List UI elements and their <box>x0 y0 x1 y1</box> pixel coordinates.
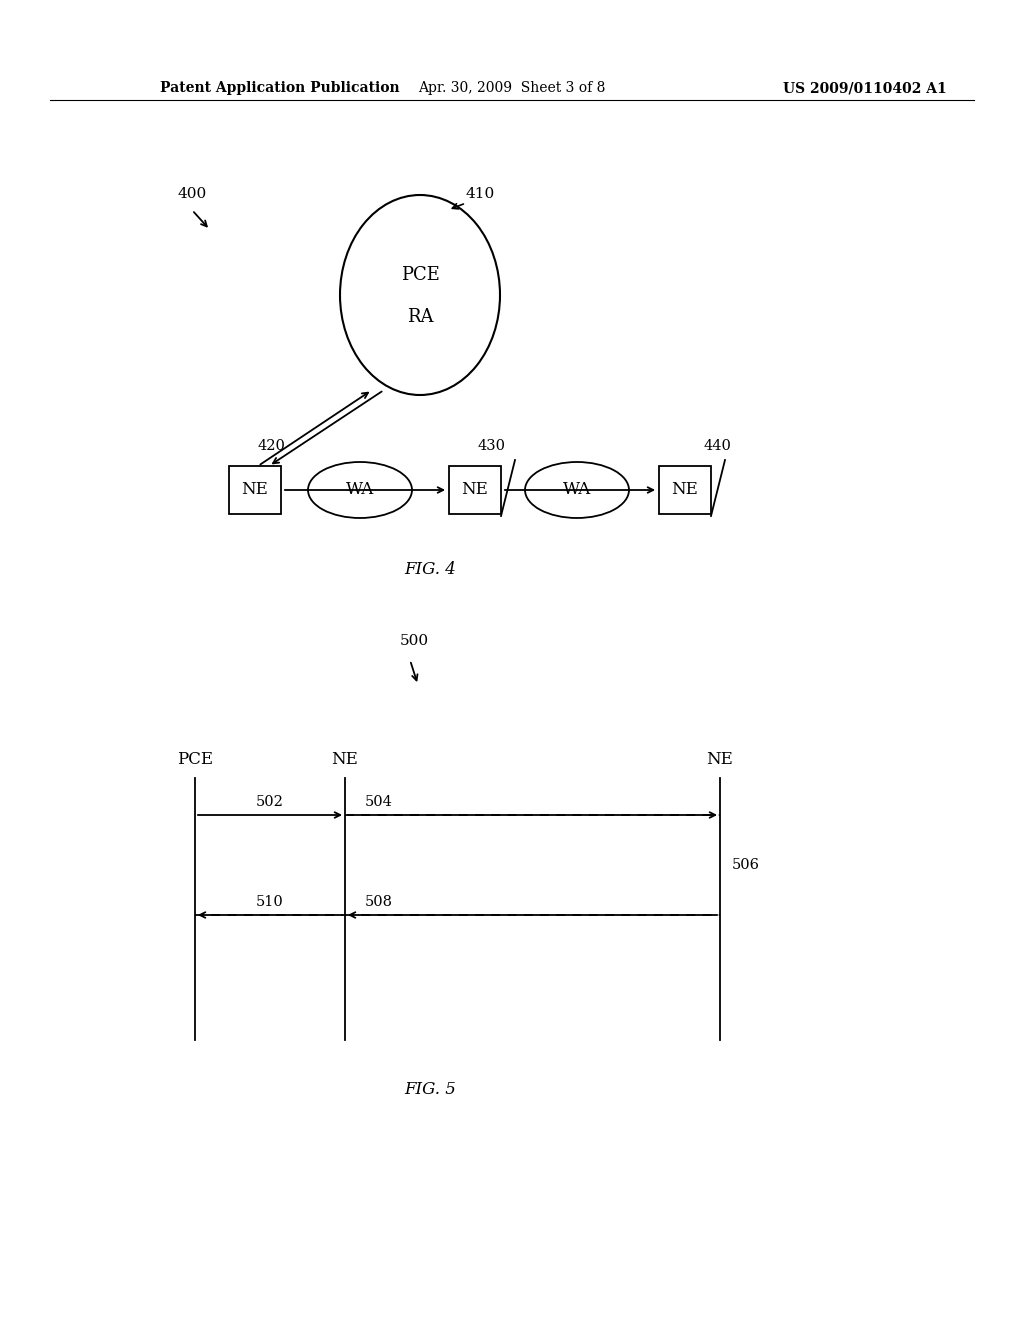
Text: 440: 440 <box>703 440 731 453</box>
Text: NE: NE <box>242 482 268 499</box>
Bar <box>449 466 501 513</box>
Text: 400: 400 <box>178 187 207 201</box>
Text: 420: 420 <box>257 440 285 453</box>
Text: PCE: PCE <box>177 751 213 768</box>
Text: 410: 410 <box>465 187 495 201</box>
Text: 508: 508 <box>365 895 393 909</box>
Bar <box>659 466 711 513</box>
Text: 430: 430 <box>477 440 505 453</box>
Text: NE: NE <box>672 482 698 499</box>
Text: RA: RA <box>407 308 433 326</box>
Text: 510: 510 <box>256 895 284 909</box>
Text: Apr. 30, 2009  Sheet 3 of 8: Apr. 30, 2009 Sheet 3 of 8 <box>419 81 605 95</box>
Text: PCE: PCE <box>400 267 439 284</box>
Bar <box>229 466 281 513</box>
Text: Patent Application Publication: Patent Application Publication <box>160 81 399 95</box>
Text: FIG. 5: FIG. 5 <box>404 1081 456 1098</box>
Text: 500: 500 <box>400 634 429 648</box>
Text: 506: 506 <box>732 858 760 873</box>
Text: NE: NE <box>332 751 358 768</box>
Text: WA: WA <box>346 482 374 499</box>
Text: 504: 504 <box>365 795 393 809</box>
Text: WA: WA <box>563 482 591 499</box>
Text: US 2009/0110402 A1: US 2009/0110402 A1 <box>783 81 947 95</box>
Text: NE: NE <box>707 751 733 768</box>
Text: NE: NE <box>462 482 488 499</box>
Text: FIG. 4: FIG. 4 <box>404 561 456 578</box>
Text: 502: 502 <box>256 795 284 809</box>
